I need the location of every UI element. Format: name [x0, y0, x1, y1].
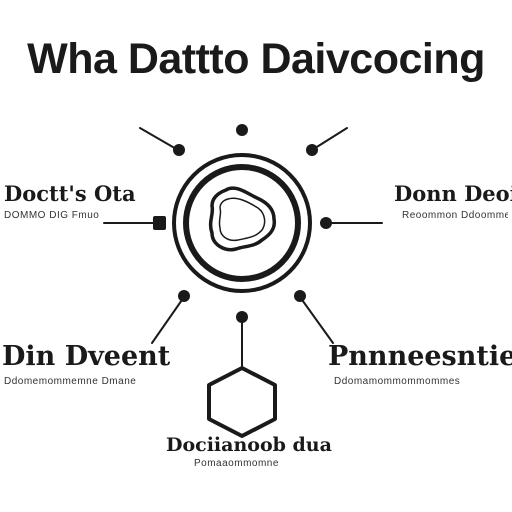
dot-bottom [236, 311, 248, 323]
node-subtext-bottom-left: Ddomemommemne Dmane [4, 376, 137, 387]
dot-top-right [306, 144, 318, 156]
map-blob-icon [208, 186, 277, 252]
node-subtext-right: Reoommon Ddoommeiims [402, 210, 508, 221]
hexagon-icon [207, 366, 277, 438]
map-blob-inner-icon [218, 197, 266, 242]
node-subtext-bottom: Pomaaommomne [194, 458, 279, 469]
dot-left [153, 216, 166, 230]
dot-top [236, 124, 248, 136]
connector-bottom-left [151, 296, 185, 344]
center-hub [172, 153, 312, 293]
connector-lines [103, 127, 383, 367]
node-subtext-left: DOMMO DIG Fmuomme [4, 210, 100, 221]
connector-bottom-right [299, 296, 334, 344]
node-label-bottom: Dociianoob dua [166, 434, 332, 456]
dot-bottom-right [294, 290, 306, 302]
connector-top-right [311, 127, 348, 151]
node-subtext-bottom-right: Ddomamommommommes [334, 376, 461, 387]
node-label-right: Donn Deoiteis [394, 181, 512, 206]
node-label-bottom-left: Din Dveent [2, 341, 171, 372]
dot-right [320, 217, 332, 229]
hub-inner-ring [183, 164, 301, 282]
connector-dots [153, 124, 332, 323]
node-label-left: Doctt's Ota [4, 181, 136, 206]
node-label-bottom-right: Pnnneesntieine [328, 341, 512, 372]
dot-bottom-left [178, 290, 190, 302]
connector-top-left [139, 127, 179, 151]
dot-top-left [173, 144, 185, 156]
diagram-title: Wha Dattto Daivcocing [27, 35, 485, 83]
